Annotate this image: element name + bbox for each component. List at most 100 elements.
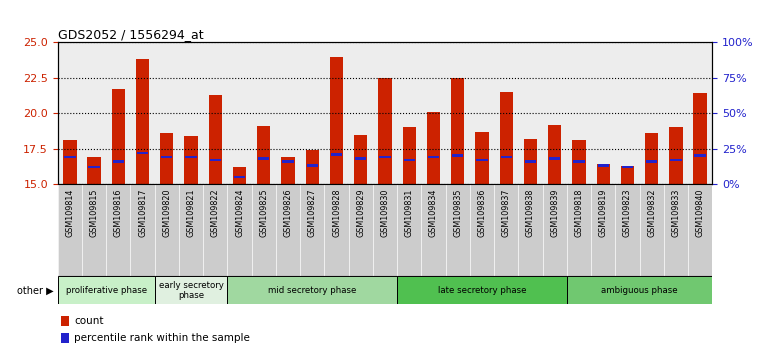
Bar (470, 42, 494, 184)
Text: GSM109814: GSM109814 (65, 189, 75, 237)
Bar (306, 150, 319, 184)
Bar (61, 316, 69, 326)
Bar (355, 157, 367, 160)
Bar (549, 157, 561, 160)
Bar (397, 184, 421, 276)
Bar (88, 157, 101, 184)
Bar (61, 333, 69, 343)
Bar (452, 154, 464, 157)
Bar (477, 159, 487, 161)
Bar (82, 184, 106, 276)
Bar (233, 167, 246, 184)
Text: GSM109827: GSM109827 (308, 189, 316, 237)
Bar (695, 154, 706, 157)
Bar (567, 42, 591, 184)
Bar (640, 42, 664, 184)
Text: GSM109822: GSM109822 (211, 189, 219, 237)
Bar (209, 95, 222, 184)
Bar (89, 166, 100, 169)
Bar (397, 276, 567, 304)
Bar (645, 133, 658, 184)
Text: GSM109836: GSM109836 (477, 189, 487, 237)
Bar (161, 156, 172, 159)
Bar (184, 136, 198, 184)
Bar (621, 166, 634, 184)
Text: early secretory
phase: early secretory phase (159, 281, 223, 300)
Bar (427, 112, 440, 184)
Bar (403, 159, 415, 161)
Text: GSM109821: GSM109821 (186, 189, 196, 237)
Bar (300, 42, 324, 184)
Bar (525, 160, 536, 163)
Text: count: count (74, 316, 104, 326)
Bar (155, 276, 227, 304)
Bar (598, 164, 609, 167)
Bar (380, 156, 390, 159)
Bar (664, 42, 688, 184)
Bar (403, 127, 416, 184)
Text: GSM109832: GSM109832 (647, 189, 656, 237)
Text: GSM109829: GSM109829 (357, 189, 365, 237)
Text: GSM109830: GSM109830 (380, 189, 390, 237)
Bar (349, 184, 373, 276)
Bar (518, 42, 543, 184)
Bar (446, 42, 470, 184)
Bar (421, 184, 446, 276)
Bar (324, 184, 349, 276)
Text: GSM109839: GSM109839 (551, 189, 559, 237)
Bar (252, 184, 276, 276)
Bar (567, 184, 591, 276)
Bar (664, 184, 688, 276)
Text: GDS2052 / 1556294_at: GDS2052 / 1556294_at (58, 28, 203, 41)
Bar (688, 184, 712, 276)
Text: GSM109831: GSM109831 (405, 189, 413, 237)
Bar (258, 157, 269, 160)
Bar (82, 42, 106, 184)
Text: GSM109819: GSM109819 (598, 189, 608, 237)
Bar (179, 42, 203, 184)
Bar (573, 160, 584, 163)
Bar (186, 156, 197, 159)
Bar (446, 184, 470, 276)
Bar (227, 184, 252, 276)
Bar (694, 93, 707, 184)
Bar (500, 156, 512, 159)
Text: GSM109825: GSM109825 (259, 189, 268, 237)
Bar (160, 133, 173, 184)
Text: late secretory phase: late secretory phase (437, 286, 526, 295)
Text: other ▶: other ▶ (17, 285, 54, 295)
Bar (281, 157, 295, 184)
Bar (543, 42, 567, 184)
Bar (306, 164, 318, 167)
Bar (136, 59, 149, 184)
Text: GSM109816: GSM109816 (114, 189, 123, 237)
Bar (257, 126, 270, 184)
Bar (63, 140, 76, 184)
Text: GSM109833: GSM109833 (671, 189, 681, 237)
Text: proliferative phase: proliferative phase (65, 286, 147, 295)
Text: ambiguous phase: ambiguous phase (601, 286, 678, 295)
Bar (58, 42, 82, 184)
Bar (349, 42, 373, 184)
Bar (330, 57, 343, 184)
Bar (252, 42, 276, 184)
Text: GSM109820: GSM109820 (162, 189, 172, 237)
Bar (494, 184, 518, 276)
Bar (203, 184, 227, 276)
Bar (106, 184, 130, 276)
Bar (331, 153, 342, 156)
Bar (669, 127, 682, 184)
Bar (373, 184, 397, 276)
Bar (567, 276, 712, 304)
Bar (524, 139, 537, 184)
Bar (670, 159, 681, 161)
Text: GSM109837: GSM109837 (502, 189, 511, 237)
Text: GSM109823: GSM109823 (623, 189, 632, 237)
Bar (421, 42, 446, 184)
Text: GSM109815: GSM109815 (89, 189, 99, 237)
Bar (354, 135, 367, 184)
Bar (155, 42, 179, 184)
Bar (494, 42, 518, 184)
Bar (276, 42, 300, 184)
Bar (276, 184, 300, 276)
